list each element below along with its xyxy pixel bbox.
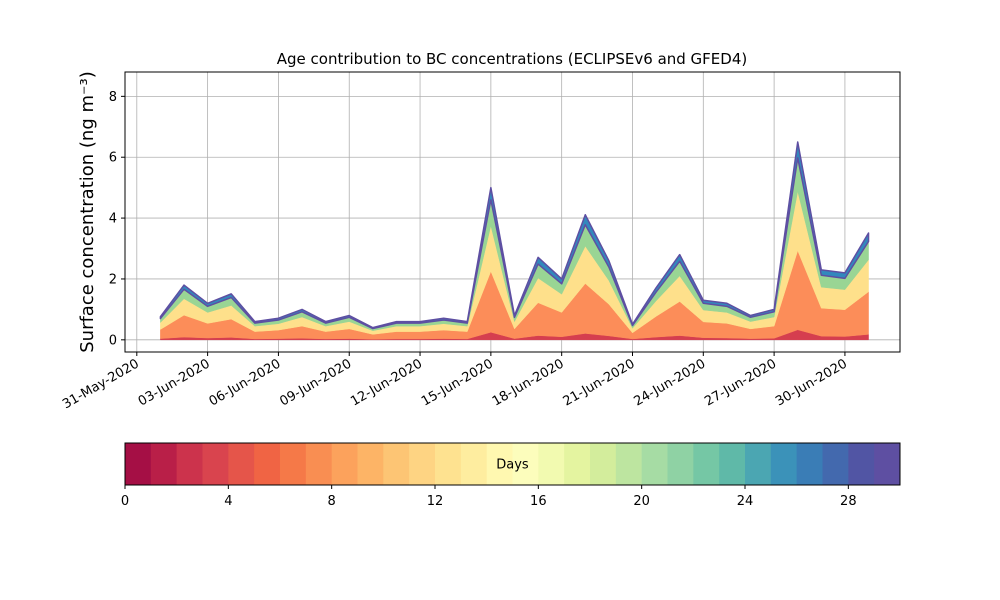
x-tick-label: 24-Jun-2020 [631,356,708,409]
colorbar-tick-label: 20 [633,494,650,509]
colorbar-swatch [538,443,565,485]
colorbar-label: Days [496,458,529,473]
colorbar-swatch [305,443,333,485]
colorbar-tick-label: 16 [530,494,547,509]
x-tick-label: 09-Jun-2020 [277,356,354,409]
x-tick-label: 06-Jun-2020 [207,356,284,409]
colorbar-tick-label: 24 [737,494,754,509]
colorbar-tick-label: 8 [328,494,336,509]
y-tick-label: 8 [109,90,117,105]
colorbar-tick-label: 4 [224,494,232,509]
colorbar-tick-label: 0 [121,494,129,509]
axes-frame [124,71,901,353]
colorbar-swatch [202,443,229,485]
stacked-area [159,141,870,330]
colorbar-swatch [409,443,436,485]
stacked-area [160,157,869,331]
colorbar-swatch [745,443,772,485]
chart-title: Age contribution to BC concentrations (E… [277,50,748,68]
colorbar-swatch [176,443,203,485]
colorbar-swatch [228,443,255,485]
x-tick-label: 30-Jun-2020 [773,356,850,409]
colorbar-swatch [848,443,875,485]
x-tick-label: 18-Jun-2020 [490,356,567,409]
colorbar-swatch [125,443,152,485]
colorbar-swatch [796,443,823,485]
colorbar-swatch [874,443,901,485]
y-tick-label: 0 [109,333,117,348]
colorbar-swatch [435,443,462,485]
x-tick-label: 15-Jun-2020 [419,356,496,409]
colorbar-swatch [254,443,281,485]
x-tick-label: 03-Jun-2020 [136,356,213,409]
colorbar-swatch [460,443,488,485]
colorbar-swatch [357,443,384,485]
colorbar-swatch [383,443,410,485]
y-tick-label: 2 [109,272,117,287]
colorbar-swatch [822,443,849,485]
colorbar-tick-label: 12 [427,494,444,509]
colorbar-frame [124,442,901,486]
colorbar-swatch [667,443,694,485]
colorbar-swatch [615,443,643,485]
colorbar-tick-label: 28 [840,494,857,509]
colorbar-swatch [564,443,591,485]
y-axis-label: Surface concentration (ng m⁻³) [77,71,98,353]
x-tick-label: 27-Jun-2020 [702,356,779,409]
colorbar-swatch [590,443,617,485]
x-tick-label: 31-May-2020 [60,356,142,412]
y-tick-label: 4 [109,212,117,227]
colorbar-swatch [641,443,668,485]
colorbar-swatch [150,443,178,485]
colorbar-swatch [512,443,539,485]
x-tick-label: 21-Jun-2020 [561,356,638,409]
colorbar-swatch [331,443,358,485]
colorbar-swatch [719,443,746,485]
colorbar-swatch [770,443,798,485]
colorbar-swatch [693,443,720,485]
x-tick-label: 12-Jun-2020 [348,356,425,409]
y-tick-label: 6 [109,151,117,166]
colorbar-swatch [280,443,307,485]
colorbar-swatch [486,443,513,485]
